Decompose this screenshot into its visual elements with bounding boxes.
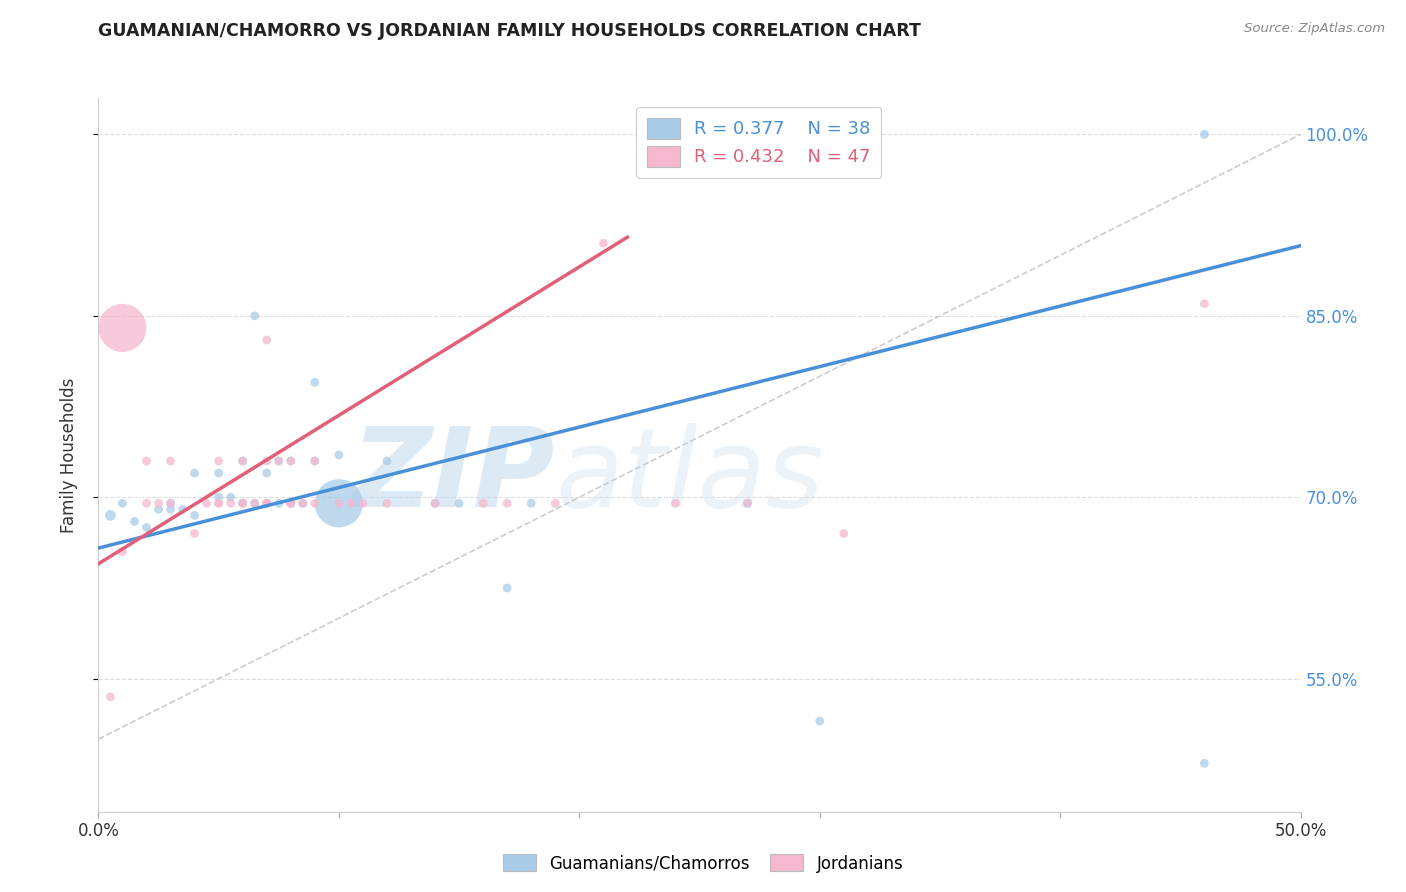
Point [124, 515, 146, 529]
Point [1194, 128, 1216, 142]
Point [375, 454, 398, 468]
Point [135, 496, 157, 510]
Point [808, 714, 831, 728]
Point [423, 496, 446, 510]
Point [737, 496, 759, 510]
Point [291, 496, 314, 510]
Point [232, 496, 254, 510]
Point [544, 496, 567, 510]
Point [135, 520, 157, 534]
Text: Source: ZipAtlas.com: Source: ZipAtlas.com [1244, 22, 1385, 36]
Point [172, 502, 194, 516]
Point [148, 502, 170, 516]
Point [232, 496, 254, 510]
Point [208, 490, 231, 504]
Point [280, 496, 302, 510]
Y-axis label: Family Households: Family Households [59, 377, 77, 533]
Point [423, 496, 446, 510]
Point [328, 496, 350, 510]
Point [111, 496, 134, 510]
Text: GUAMANIAN/CHAMORRO VS JORDANIAN FAMILY HOUSEHOLDS CORRELATION CHART: GUAMANIAN/CHAMORRO VS JORDANIAN FAMILY H… [98, 22, 921, 40]
Point [832, 526, 855, 541]
Point [280, 454, 302, 468]
Point [280, 454, 302, 468]
Legend: Guamanians/Chamorros, Jordanians: Guamanians/Chamorros, Jordanians [496, 847, 910, 880]
Point [496, 496, 519, 510]
Point [267, 454, 290, 468]
Point [328, 448, 350, 462]
Point [159, 496, 181, 510]
Legend: R = 0.377    N = 38, R = 0.432    N = 47: R = 0.377 N = 38, R = 0.432 N = 47 [637, 107, 882, 178]
Point [664, 496, 686, 510]
Point [1194, 297, 1216, 311]
Point [328, 496, 350, 510]
Point [304, 376, 326, 390]
Point [280, 496, 302, 510]
Point [243, 309, 266, 323]
Point [159, 454, 181, 468]
Point [291, 496, 314, 510]
Point [304, 496, 326, 510]
Point [256, 333, 278, 347]
Point [100, 508, 122, 523]
Point [280, 496, 302, 510]
Point [219, 496, 242, 510]
Point [208, 454, 231, 468]
Point [135, 454, 157, 468]
Point [352, 496, 374, 510]
Point [256, 496, 278, 510]
Point [183, 508, 205, 523]
Point [375, 496, 398, 510]
Point [148, 496, 170, 510]
Point [183, 466, 205, 480]
Point [219, 490, 242, 504]
Point [592, 236, 614, 251]
Point [256, 496, 278, 510]
Point [243, 496, 266, 510]
Point [243, 496, 266, 510]
Point [267, 496, 290, 510]
Point [340, 496, 363, 510]
Point [267, 454, 290, 468]
Point [208, 466, 231, 480]
Point [111, 544, 134, 558]
Point [447, 496, 470, 510]
Point [496, 581, 519, 595]
Point [304, 454, 326, 468]
Point [111, 321, 134, 335]
Point [208, 496, 231, 510]
Point [520, 496, 543, 510]
Point [195, 496, 218, 510]
Point [159, 496, 181, 510]
Point [256, 454, 278, 468]
Point [232, 454, 254, 468]
Text: atlas: atlas [555, 423, 824, 530]
Point [1194, 756, 1216, 771]
Point [256, 496, 278, 510]
Point [256, 496, 278, 510]
Point [159, 502, 181, 516]
Point [280, 496, 302, 510]
Point [232, 496, 254, 510]
Point [208, 496, 231, 510]
Point [472, 496, 495, 510]
Point [304, 454, 326, 468]
Point [256, 466, 278, 480]
Point [737, 496, 759, 510]
Point [100, 690, 122, 704]
Point [232, 454, 254, 468]
Text: ZIP: ZIP [352, 423, 555, 530]
Point [183, 526, 205, 541]
